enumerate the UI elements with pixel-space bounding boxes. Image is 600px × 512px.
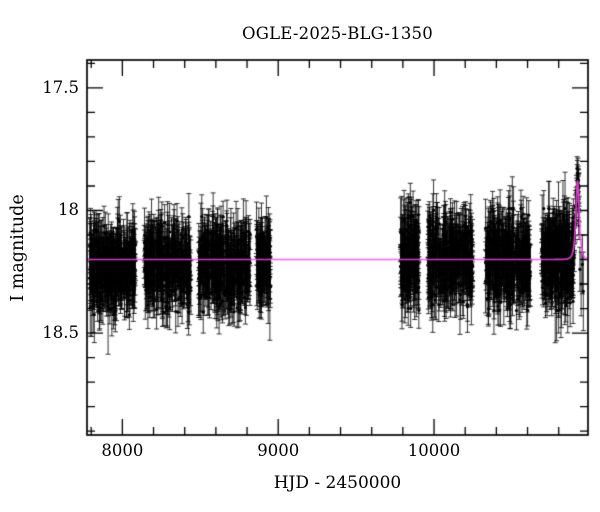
chart-title: OGLE-2025-BLG-1350	[242, 24, 433, 43]
y-tick-label: 18.5	[42, 323, 79, 343]
y-tick-label: 17.5	[42, 77, 79, 97]
y-tick-label: 18	[58, 200, 79, 220]
x-tick-label: 10000	[407, 441, 461, 460]
x-tick-label: 9000	[257, 441, 300, 460]
x-axis-label: HJD - 2450000	[273, 473, 402, 493]
y-axis-label: I magnitude	[8, 194, 28, 302]
x-tick-label: 8000	[101, 441, 144, 460]
